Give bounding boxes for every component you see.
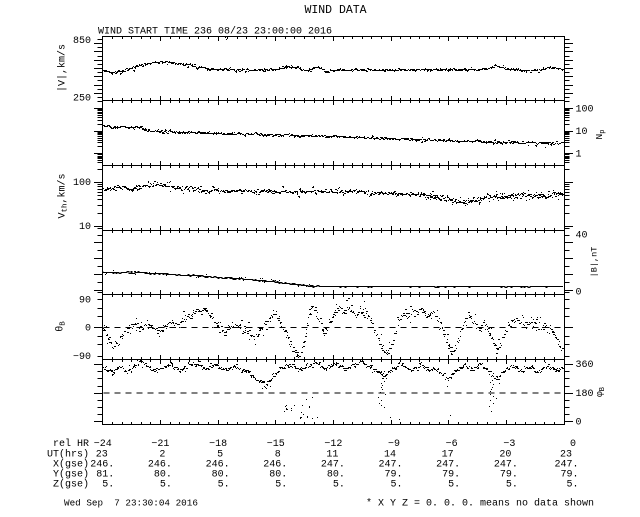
svg-text:5.: 5. [102, 480, 114, 491]
svg-text:80.: 80. [327, 470, 345, 481]
svg-text:79.: 79. [385, 470, 403, 481]
svg-text:−9: −9 [388, 439, 400, 450]
svg-text:2: 2 [159, 450, 165, 461]
svg-text:5.: 5. [275, 480, 287, 491]
svg-text:246.: 246. [206, 460, 230, 471]
svg-text:90: 90 [79, 295, 91, 306]
svg-text:Np: Np [594, 130, 607, 140]
svg-text:14: 14 [384, 450, 396, 461]
svg-text:* X Y Z = 0. 0. 0. means no da: * X Y Z = 0. 0. 0. means no data shown [366, 498, 594, 510]
svg-text:−15: −15 [267, 439, 285, 450]
svg-text:WIND START TIME 236 08/23 23:0: WIND START TIME 236 08/23 23:00:00 2016 [98, 26, 332, 38]
svg-text:−90: −90 [73, 352, 91, 363]
svg-text:246.: 246. [263, 460, 287, 471]
svg-text:5: 5 [217, 450, 223, 461]
svg-text:8: 8 [275, 450, 281, 461]
svg-text:247.: 247. [436, 460, 460, 471]
svg-text:180: 180 [576, 389, 594, 400]
svg-text:rel HR: rel HR [53, 438, 89, 450]
svg-text:−18: −18 [209, 439, 227, 450]
svg-text:246.: 246. [148, 460, 172, 471]
svg-text:247.: 247. [379, 460, 403, 471]
svg-text:5.: 5. [566, 480, 578, 491]
svg-text:246.: 246. [90, 460, 114, 471]
svg-text:−6: −6 [446, 439, 458, 450]
svg-text:−24: −24 [94, 439, 112, 450]
svg-text:Y(gse): Y(gse) [53, 469, 89, 481]
svg-text:80.: 80. [269, 470, 287, 481]
svg-text:247.: 247. [554, 460, 578, 471]
svg-text:23: 23 [96, 450, 108, 461]
svg-text:−3: −3 [503, 439, 515, 450]
svg-text:−12: −12 [324, 439, 342, 450]
svg-text:5.: 5. [160, 480, 172, 491]
svg-text:5.: 5. [506, 480, 518, 491]
svg-text:17: 17 [442, 450, 454, 461]
svg-text:81.: 81. [96, 470, 114, 481]
svg-text:0: 0 [85, 323, 91, 334]
svg-text:1: 1 [576, 149, 582, 160]
svg-text:0: 0 [576, 288, 582, 299]
svg-text:|B|,nT: |B|,nT [590, 247, 600, 278]
svg-text:247.: 247. [494, 460, 518, 471]
svg-text:80.: 80. [212, 470, 230, 481]
svg-text:100: 100 [73, 178, 91, 189]
svg-text:79.: 79. [442, 470, 460, 481]
svg-text:|V|,km/s: |V|,km/s [57, 44, 69, 92]
svg-text:X(gse): X(gse) [53, 459, 89, 471]
svg-text:Z(gse): Z(gse) [53, 479, 89, 491]
svg-text:WIND DATA: WIND DATA [304, 4, 366, 17]
svg-text:23: 23 [560, 450, 572, 461]
svg-text:79.: 79. [560, 470, 578, 481]
svg-text:5.: 5. [333, 480, 345, 491]
svg-text:Wed Sep 7 23:30:04 2016: Wed Sep 7 23:30:04 2016 [64, 498, 198, 509]
svg-text:360: 360 [576, 360, 594, 371]
svg-text:φB: φB [594, 387, 607, 397]
svg-text:5.: 5. [448, 480, 460, 491]
svg-text:40: 40 [576, 231, 588, 242]
svg-text:80.: 80. [154, 470, 172, 481]
svg-text:−21: −21 [151, 439, 169, 450]
svg-text:79.: 79. [500, 470, 518, 481]
svg-text:0: 0 [570, 439, 576, 450]
svg-text:θB: θB [55, 321, 68, 332]
svg-text:247.: 247. [321, 460, 345, 471]
svg-text:100: 100 [576, 104, 594, 115]
svg-text:10: 10 [576, 127, 588, 138]
svg-text:UT(hrs): UT(hrs) [47, 449, 89, 461]
svg-text:5.: 5. [391, 480, 403, 491]
svg-text:5.: 5. [218, 480, 230, 491]
svg-text:10: 10 [79, 222, 91, 233]
svg-text:250: 250 [73, 93, 91, 104]
svg-text:11: 11 [326, 450, 338, 461]
svg-text:20: 20 [499, 450, 511, 461]
svg-text:850: 850 [73, 36, 91, 47]
svg-text:0: 0 [576, 417, 582, 428]
